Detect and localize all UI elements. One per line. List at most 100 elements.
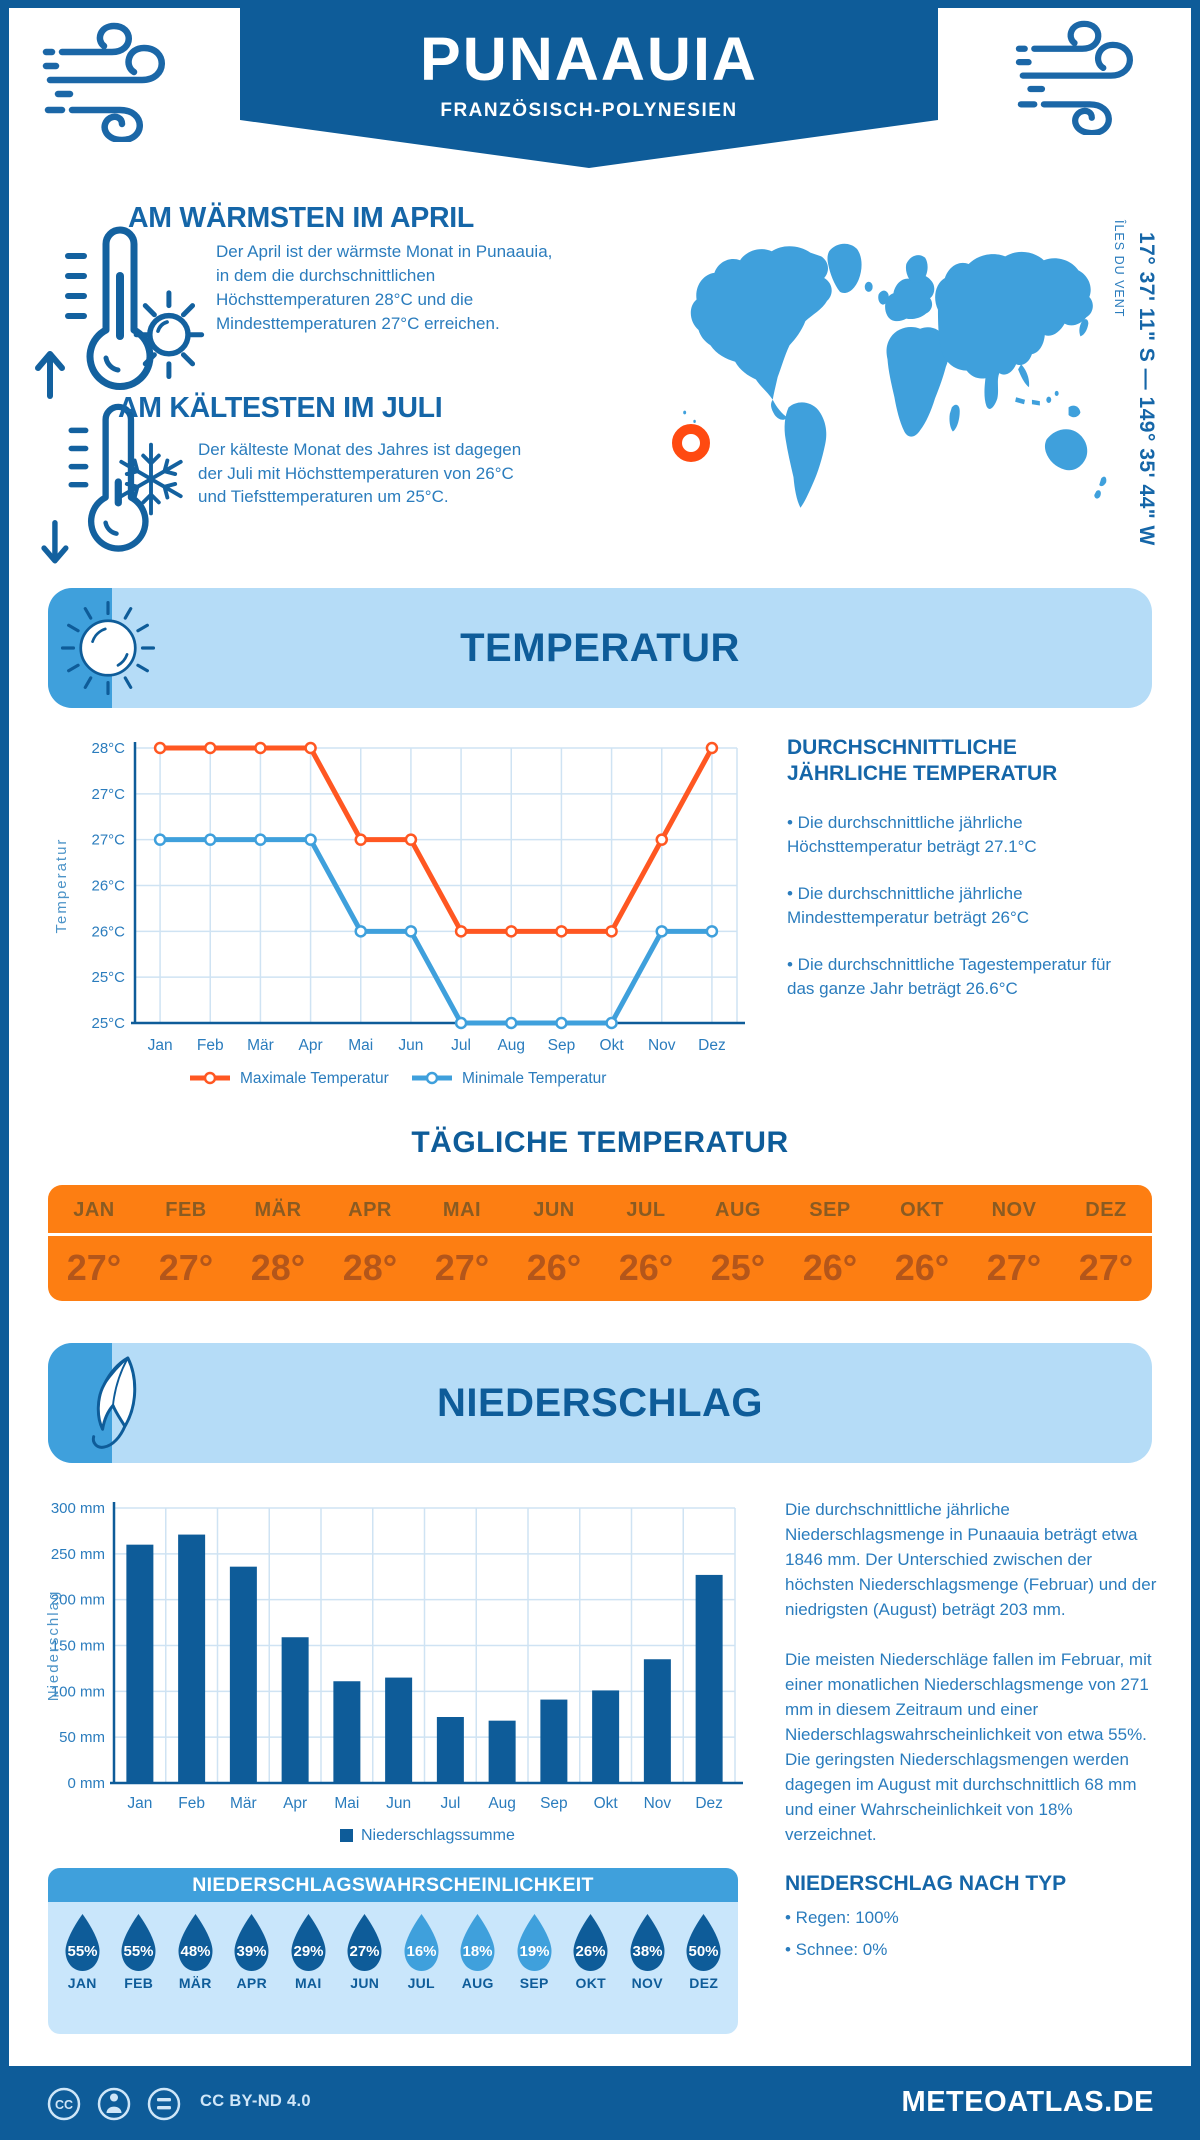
temp-y-tick: 27°C [91, 832, 125, 849]
precip-y-tick: 300 mm [51, 1500, 105, 1517]
world-map [683, 243, 1107, 508]
temp-y-tick: 25°C [91, 969, 125, 986]
probability-month-label: OKT [575, 1975, 606, 1991]
data-point [605, 1016, 618, 1030]
data-point [655, 833, 668, 846]
site-label: METEOATLAS.DE [901, 2086, 1154, 2118]
license-label: CC BY-ND 4.0 [200, 2092, 311, 2110]
bar [540, 1699, 568, 1783]
temp-x-tick: Nov [648, 1037, 676, 1054]
daily-month-cell: MAI [442, 1199, 482, 1221]
probability-value: 29% [293, 1943, 323, 1960]
data-point [505, 925, 518, 938]
raindrop-icon: 39% [234, 1914, 269, 1971]
data-point [705, 925, 719, 938]
precip-x-tick: Jul [440, 1795, 460, 1812]
temp-x-tick: Jun [398, 1037, 423, 1054]
legend-label: Maximale Temperatur [240, 1070, 389, 1087]
probability-drop: 27% JUN [337, 1913, 394, 1991]
probability-drop: 26% OKT [563, 1913, 620, 1991]
precip-y-tick: 250 mm [51, 1546, 105, 1563]
data-point [304, 833, 317, 846]
temp-y-tick: 26°C [91, 923, 125, 940]
daily-month-cell: MÄR [254, 1199, 302, 1221]
probability-value: 50% [689, 1943, 719, 1960]
wind-icon [42, 22, 165, 142]
data-point [204, 741, 217, 755]
raindrop-icon: 48% [178, 1914, 213, 1971]
bar [126, 1544, 154, 1783]
bar [178, 1534, 206, 1783]
precip-x-tick: Mär [230, 1795, 257, 1812]
bar [695, 1574, 723, 1783]
daily-month-cell: AUG [715, 1199, 761, 1221]
precip-y-tick: 200 mm [51, 1592, 105, 1609]
raindrop-icon: 26% [573, 1914, 608, 1971]
probability-month-label: AUG [461, 1975, 494, 1991]
precip-x-tick: Mai [334, 1795, 359, 1812]
probability-drop: 48% MÄR [167, 1913, 224, 1991]
precip-x-tick: Feb [178, 1795, 205, 1812]
temp-y-tick: 27°C [91, 786, 125, 803]
region-label: ÎLES DU VENT [1112, 220, 1126, 318]
annual-temperature-bullet: • Die durchschnittliche jährliche Mindes… [787, 884, 1030, 927]
wind-icon [1015, 20, 1133, 135]
data-point [254, 741, 267, 755]
annual-temperature-bullet: • Die durchschnittliche jährliche Höchst… [787, 813, 1037, 856]
annual-temperature-heading: DURCHSCHNITTLICHE JÄHRLICHE TEMPERATUR [787, 736, 1058, 785]
line-series [160, 837, 712, 1026]
line-series [160, 745, 715, 934]
temp-x-tick: Dez [698, 1037, 726, 1054]
right-border [1191, 0, 1200, 2066]
page-subtitle: FRANZÖSISCH-POLYNESIEN [440, 100, 738, 121]
precip-x-tick: Jan [127, 1795, 152, 1812]
data-point [153, 833, 167, 846]
raindrop-icon: 18% [460, 1914, 495, 1971]
probability-heading: NIEDERSCHLAGSWAHRSCHEINLICHKEIT [48, 1868, 738, 1902]
daily-value-cell: 27° [66, 1247, 122, 1288]
probability-drop: 55% FEB [111, 1913, 168, 1991]
legend-label: Niederschlagssumme [361, 1827, 515, 1844]
coordinates-label: 17° 37' 11" S — 149° 35' 44" W [1135, 231, 1158, 546]
bar [643, 1659, 671, 1783]
raindrop-icon: 55% [65, 1914, 100, 1971]
daily-value-cell: 28° [342, 1247, 398, 1288]
temp-x-tick: Okt [600, 1037, 625, 1054]
temp-y-tick: 26°C [91, 878, 125, 895]
temp-x-tick: Mär [247, 1037, 274, 1054]
probability-month-label: MÄR [178, 1975, 212, 1991]
probability-drop: 55% JAN [54, 1913, 111, 1991]
probability-month-label: SEP [519, 1975, 549, 1991]
precipitation-paragraph: Die meisten Niederschläge fallen im Febr… [785, 1650, 1152, 1844]
daily-value-cell: 26° [618, 1247, 674, 1288]
data-point [153, 741, 167, 755]
precip-x-tick: Okt [594, 1795, 619, 1812]
daily-month-cell: OKT [900, 1199, 944, 1221]
precip-x-tick: Nov [644, 1795, 672, 1812]
probability-drops-row: 55% JAN 55% FEB 48% MÄR 39% APR 29% MAI 27% JUN 16% J… [48, 1913, 738, 1991]
probability-value: 39% [237, 1943, 267, 1960]
raindrop-icon: 16% [404, 1914, 439, 1971]
creative-commons-icons: CC [47, 2087, 181, 2121]
daily-value-cell: 26° [802, 1247, 858, 1288]
location-marker [672, 424, 710, 462]
daily-value-cell: 28° [250, 1247, 306, 1288]
daily-month-cell: SEP [809, 1199, 851, 1221]
probability-drop: 18% AUG [450, 1913, 507, 1991]
coldest-title: AM KÄLTESTEN IM JULI [118, 392, 443, 424]
daily-value-cell: 26° [526, 1247, 582, 1288]
data-point [254, 833, 267, 846]
precip-y-tick: 100 mm [51, 1683, 105, 1700]
daily-month-cell: JUN [533, 1199, 575, 1221]
daily-month-cell: FEB [165, 1199, 207, 1221]
warmest-title: AM WÄRMSTEN IM APRIL [128, 202, 474, 234]
raindrop-icon: 38% [630, 1914, 665, 1971]
raindrop-icon: 55% [121, 1914, 156, 1971]
probability-month-label: MAI [294, 1975, 322, 1991]
temp-y-axis-label: Temperatur [53, 838, 70, 934]
probability-month-label: JUL [407, 1975, 435, 1991]
coldest-text: Der kälteste Monat des Jahres ist dagege… [198, 440, 522, 506]
precipitation-type-bullet: • Regen: 100% [785, 1908, 899, 1927]
probability-drop: 38% NOV [619, 1913, 676, 1991]
annual-temperature-bullet: • Die durchschnittliche Tagestemperatur … [787, 955, 1112, 998]
